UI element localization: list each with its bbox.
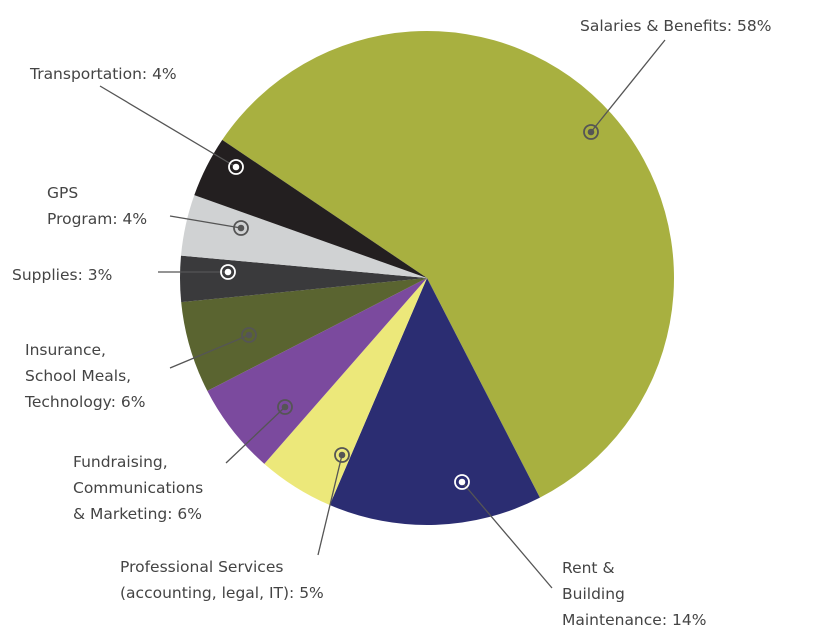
leader-line: [225, 406, 286, 464]
slice-label: Professional Services (accounting, legal,…: [120, 558, 324, 602]
slice-label-line: Communications: [73, 479, 203, 497]
slice-label-line: & Marketing: 6%: [73, 505, 202, 523]
leader-line: [461, 481, 553, 589]
slice-label-line: Transportation: 4%: [29, 65, 177, 83]
leader-line: [169, 215, 242, 229]
pie-slice: [181, 195, 427, 278]
pie-slice: [222, 31, 674, 498]
label-marker-ring: [583, 124, 599, 140]
label-marker-ring: [241, 327, 257, 343]
label-marker-dot: [237, 224, 245, 232]
pie-slice: [264, 278, 427, 506]
slice-label-line: (accounting, legal, IT): 5%: [120, 584, 324, 602]
label-marker-ring: [220, 264, 236, 280]
slice-label-line: GPS: [47, 184, 78, 202]
slice-label: GPS Program: 4%: [47, 184, 147, 228]
leader-line: [590, 39, 666, 133]
slice-label: Rent & Building Maintenance: 14%: [562, 559, 706, 628]
slice-label-line: Supplies: 3%: [12, 266, 112, 284]
slice-label-line: Salaries & Benefits: 58%: [580, 17, 771, 35]
label-marker-dot: [281, 403, 289, 411]
pie-slice: [194, 139, 427, 278]
slice-label-line: Maintenance: 14%: [562, 611, 706, 628]
slice-label-line: Technology: 6%: [24, 393, 145, 411]
slice-label: Fundraising, Communications & Marketing: 6…: [73, 453, 203, 523]
slice-label-line: Professional Services: [120, 558, 283, 576]
leader-line: [317, 454, 343, 556]
slice-label: Salaries & Benefits: 58%: [580, 17, 771, 35]
slice-label-line: Insurance,: [25, 341, 106, 359]
slice-label: Transportation: 4%: [29, 65, 177, 83]
label-marker-ring: [334, 447, 350, 463]
slice-label-line: Fundraising,: [73, 453, 168, 471]
slice-label-line: Rent &: [562, 559, 615, 577]
slice-label: Supplies: 3%: [12, 266, 112, 284]
slice-label: Insurance, School Meals, Technology: 6%: [24, 341, 145, 411]
slice-label-line: Building: [562, 585, 625, 603]
label-marker-dot: [224, 268, 232, 276]
slice-label-line: Program: 4%: [47, 210, 147, 228]
label-marker-ring: [277, 399, 293, 415]
label-marker-dot: [245, 331, 253, 339]
label-marker-ring: [454, 474, 470, 490]
slice-label-line: School Meals,: [25, 367, 131, 385]
label-marker-ring: [233, 220, 249, 236]
label-marker-ring: [228, 159, 244, 175]
pie-slice: [180, 255, 427, 303]
leader-line: [99, 85, 237, 168]
label-marker-dot: [232, 163, 240, 171]
pie-slice: [329, 278, 540, 525]
label-marker-dot: [587, 128, 595, 136]
leader-line: [169, 334, 250, 369]
pie-slice: [181, 278, 427, 391]
pie-slice: [207, 278, 427, 464]
label-marker-dot: [338, 451, 346, 459]
label-marker-dot: [458, 478, 466, 486]
